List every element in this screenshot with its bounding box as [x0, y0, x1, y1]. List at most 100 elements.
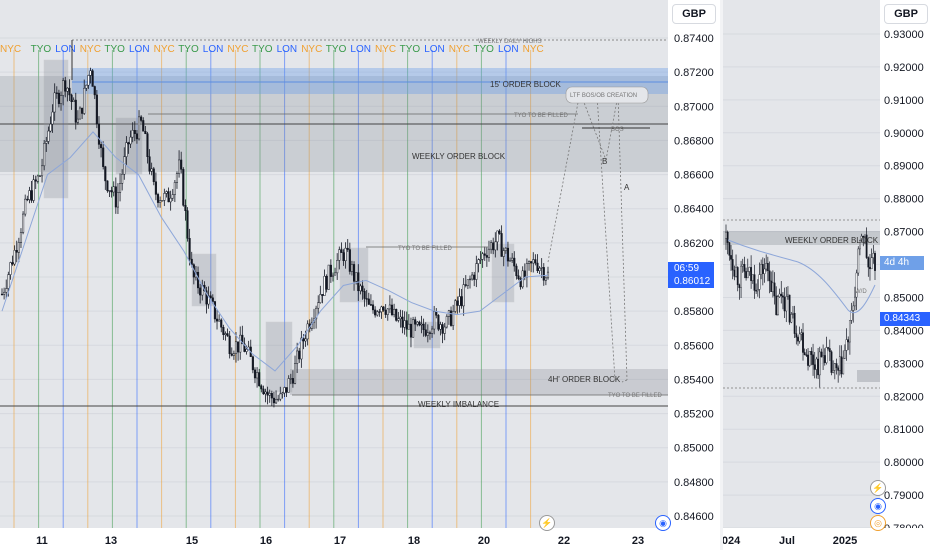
candle-body: [296, 350, 299, 364]
candle-body: [293, 363, 297, 384]
candle-body: [401, 316, 404, 328]
candle-body: [468, 278, 472, 281]
candle-body: [270, 393, 273, 399]
candle-body: [277, 398, 280, 401]
candle-body: [807, 354, 809, 366]
candle-body: [232, 353, 235, 356]
right-unit-badge[interactable]: GBP: [884, 4, 928, 24]
candle-body: [321, 294, 324, 296]
candle-body: [815, 358, 818, 370]
session-label: NYC: [0, 44, 21, 55]
candle-body: [213, 301, 216, 320]
candle-body: [813, 364, 816, 370]
candle-body: [197, 271, 200, 289]
x-tick-label: 024: [723, 535, 741, 547]
candle-body: [805, 354, 808, 356]
candle-body: [169, 197, 172, 203]
x-tick-label: 17: [334, 535, 346, 547]
candle-body: [761, 264, 764, 274]
left-time-axis[interactable]: 11 13 15 16 17 18 20 22 23: [0, 528, 668, 550]
session-label: TYO: [473, 44, 494, 55]
lightning-icon[interactable]: ⚡: [539, 515, 555, 531]
candle-body: [146, 133, 149, 157]
candle-body: [135, 133, 138, 140]
candle-body: [822, 355, 825, 358]
y-tick-label: 0.87000: [674, 101, 714, 113]
session-label: NYC: [301, 44, 322, 55]
last-price: 0.86012: [674, 276, 711, 287]
y-tick-label: 0.84000: [884, 325, 924, 337]
candle-body: [156, 194, 160, 203]
candle-body: [471, 274, 474, 280]
x-tick-label: 11: [36, 535, 48, 547]
candle-body: [211, 297, 214, 302]
candle-body: [66, 87, 69, 92]
right-chart[interactable]: WEEKLY ORDER BLOCK W/D: [723, 0, 880, 528]
candle-body: [475, 263, 478, 280]
candle-body: [736, 267, 739, 286]
candle-body: [778, 293, 781, 297]
countdown: 06:59: [674, 263, 700, 274]
candle-body: [855, 272, 858, 298]
candle-body: [509, 260, 512, 262]
left-price-axis[interactable]: GBP 0.87400 0.87200 0.87000 0.86800 0.86600 0…: [668, 0, 720, 550]
candle-body: [186, 210, 189, 239]
candle-body: [382, 306, 385, 311]
candle-body: [782, 295, 784, 298]
candle-body: [161, 200, 164, 202]
y-tick-label: 0.79000: [884, 490, 924, 502]
candle-body: [485, 255, 488, 258]
candle-body: [755, 290, 758, 292]
candle-body: [823, 355, 826, 363]
candle-body: [793, 312, 796, 334]
candle-body: [500, 233, 503, 257]
right-lightning-icon[interactable]: ⚡: [870, 480, 886, 496]
candle-body: [76, 118, 79, 123]
candle-body: [483, 253, 486, 256]
candle-body: [110, 190, 113, 193]
right-globe-icon[interactable]: ◉: [870, 498, 886, 514]
candle-body: [220, 319, 223, 328]
right-price-axis[interactable]: GBP 0.93000 0.92000 0.91000 0.90000 0.89000 0…: [880, 0, 932, 550]
candle-body: [41, 165, 44, 177]
left-chart-pane[interactable]: NYC TYO LON NYC TYO LON NYC TYO LON NYC TYO LON NYC T…: [0, 0, 668, 528]
candle-body: [833, 363, 836, 371]
candle-body: [226, 333, 229, 337]
weekly-ob-label: WEEKLY ORDER BLOCK: [412, 152, 506, 161]
candle-body: [363, 291, 366, 299]
weekly-imbalance-label: WEEKLY IMBALANCE: [418, 400, 499, 409]
session-label: LON: [424, 44, 445, 55]
candle-body: [788, 294, 791, 323]
candle-body: [420, 323, 423, 326]
candle-body: [437, 315, 440, 330]
left-unit-badge[interactable]: GBP: [672, 4, 716, 24]
candle-body: [479, 259, 482, 261]
candle-body: [275, 399, 278, 404]
right-chart-pane[interactable]: WEEKLY ORDER BLOCK W/D: [723, 0, 880, 528]
candle-body: [51, 111, 54, 125]
candle-body: [0, 293, 4, 296]
candle-body: [374, 309, 377, 316]
candle-body: [405, 320, 408, 330]
candle-body: [137, 116, 141, 140]
session-label: NYC: [449, 44, 470, 55]
candle-body: [125, 142, 128, 157]
right-time-axis[interactable]: 024 Jul 2025: [723, 528, 880, 550]
globe-icon[interactable]: ◉: [655, 515, 671, 531]
candle-body: [28, 190, 31, 200]
right-alert-icon[interactable]: ◎: [870, 515, 886, 531]
candle-body: [506, 247, 509, 262]
candle-body: [175, 173, 179, 183]
x-tick-label: 23: [632, 535, 644, 547]
candle-body: [380, 306, 383, 313]
pane-divider[interactable]: [720, 0, 723, 550]
candle-body: [756, 289, 759, 292]
candle-body: [64, 80, 67, 92]
candle-body: [104, 166, 107, 182]
candle-body: [26, 198, 29, 201]
candle-body: [800, 332, 803, 335]
candle-body: [840, 356, 843, 375]
left-chart[interactable]: NYC TYO LON NYC TYO LON NYC TYO LON NYC TYO LON NYC T…: [0, 0, 668, 528]
candle-body: [167, 191, 170, 203]
ltf-box: [565, 86, 649, 104]
